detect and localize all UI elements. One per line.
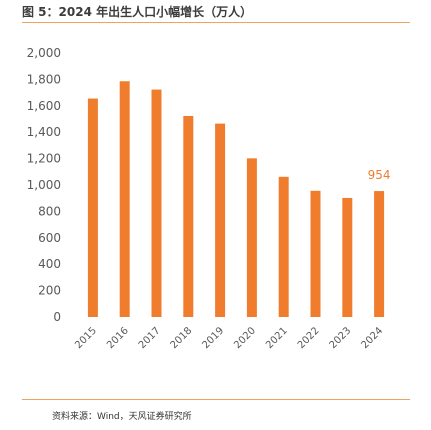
y-tick-label: 1,600 — [27, 99, 61, 113]
y-tick-label: 400 — [38, 257, 61, 271]
bar-2023 — [342, 197, 353, 317]
y-tick-label: 1,000 — [27, 178, 61, 192]
source-note: 资料来源：Wind，天风证券研究所 — [52, 412, 192, 422]
x-tick-label: 2015 — [73, 325, 99, 351]
x-tick-label: 2024 — [359, 325, 385, 351]
bar-2019 — [215, 123, 226, 318]
bar-2022 — [310, 190, 321, 317]
bars — [87, 81, 385, 318]
x-tick-label: 2016 — [105, 325, 131, 351]
y-tick-label: 200 — [38, 284, 61, 298]
y-tick-label: 600 — [38, 231, 61, 245]
y-tick-label: 2,000 — [27, 46, 61, 60]
bar-2015 — [87, 98, 98, 317]
y-tick-label: 0 — [53, 310, 61, 324]
bar-2016 — [119, 81, 130, 317]
x-tick-label: 2018 — [169, 325, 195, 351]
bar-2018 — [183, 115, 194, 318]
y-axis: 0 200 400 600 800 1,000 1,200 1,400 1,600 1,800 2,… — [27, 46, 61, 324]
bar-2024 — [374, 191, 385, 317]
x-tick-label: 2023 — [328, 325, 354, 351]
top-rule — [22, 22, 410, 23]
x-axis: 2015 2016 2017 2018 2019 2020 2021 2022 2023 2024 — [73, 325, 385, 351]
figure-title: 图 5：2024 年出生人口小幅增长（万人） — [22, 5, 253, 19]
y-tick-label: 800 — [38, 204, 61, 218]
x-tick-label: 2021 — [264, 325, 290, 351]
x-tick-label: 2017 — [137, 325, 163, 351]
bar-2020 — [246, 158, 257, 317]
data-label: 954 — [368, 168, 391, 182]
bar-chart: 0 200 400 600 800 1,000 1,200 1,400 1,600 1,800 2,… — [27, 46, 391, 351]
x-tick-label: 2020 — [232, 325, 258, 351]
x-tick-label: 2022 — [296, 325, 322, 351]
y-tick-label: 1,400 — [27, 125, 61, 139]
y-tick-label: 1,200 — [27, 152, 61, 166]
y-tick-label: 1,800 — [27, 72, 61, 86]
data-labels: 954 — [368, 168, 391, 182]
bottom-rule — [22, 399, 410, 400]
bar-2017 — [151, 89, 162, 318]
x-tick-label: 2019 — [200, 325, 226, 351]
bar-2021 — [278, 176, 289, 317]
